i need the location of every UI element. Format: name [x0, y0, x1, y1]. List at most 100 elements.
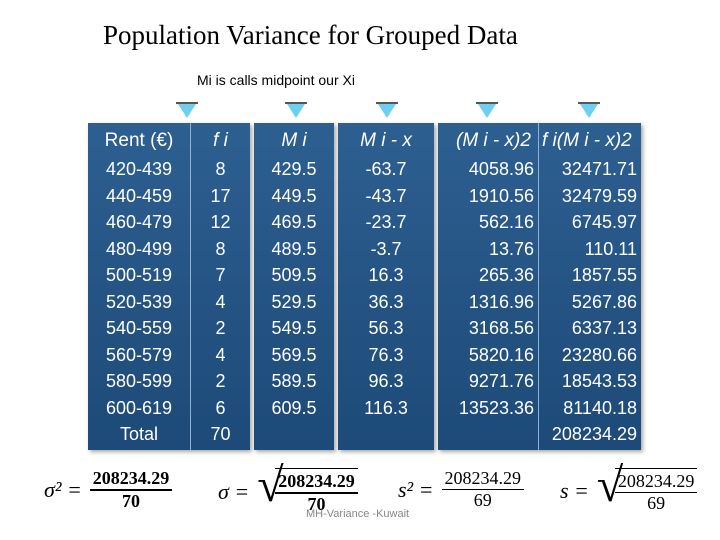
table-cell: 13523.36 — [458, 397, 534, 418]
table-cell: 32479.59 — [561, 185, 637, 206]
sqrt-icon: √ — [257, 459, 284, 512]
formula-lhs: σ² = — [44, 477, 82, 502]
table-panel-left — [88, 123, 250, 450]
table-cell: 2 — [215, 371, 226, 391]
dev-sq-header: (M i - x)2 — [456, 130, 531, 151]
sqrt-icon: √ — [596, 459, 624, 512]
table-cell: 5820.16 — [468, 344, 534, 365]
table-cell: 81140.18 — [563, 397, 637, 418]
table-cell: 420-439 — [105, 159, 173, 179]
table-cell: 5267.86 — [571, 291, 637, 312]
table-cell: 18543.53 — [561, 371, 637, 391]
table-cell: 480-499 — [105, 238, 173, 259]
table-cell: 529.5 — [271, 291, 317, 312]
table-cell: 560-579 — [105, 344, 173, 365]
formula-numerator: 208234.29 — [89, 468, 173, 491]
table-cell: -3.7 — [370, 238, 402, 259]
table-cell: 1910.56 — [468, 185, 534, 206]
table-cell: 6337.13 — [571, 318, 637, 338]
table-panel-dev — [338, 123, 434, 450]
formula-lhs: σ = — [218, 478, 250, 504]
rent-column: Rent (€) 420-439 440-459 460-479 480-499… — [88, 126, 190, 448]
table-cell: 600-619 — [105, 397, 173, 418]
dev-sq-column: (M i - x)2 4058.96 1910.56 562.16 13.76 … — [438, 126, 534, 421]
total-label: Total — [119, 424, 159, 444]
formula-denominator: 70 — [307, 494, 326, 514]
fi-header: f i — [213, 130, 228, 151]
table-cell: 469.5 — [271, 212, 317, 232]
formula-numerator: 208234.29 — [441, 468, 525, 490]
table-cell: 6 — [215, 397, 226, 418]
table-cell: -63.7 — [365, 159, 407, 179]
grid-line — [190, 123, 191, 450]
table-cell: 8 — [215, 238, 226, 259]
table-cell: 540-559 — [105, 318, 173, 338]
population-variance-formula: σ² = 208234.29 70 — [44, 468, 173, 512]
table-cell: 8 — [215, 159, 226, 179]
table-cell: -23.7 — [365, 212, 407, 232]
table-cell: 23280.66 — [561, 344, 637, 365]
table-cell: 440-459 — [105, 185, 173, 206]
table-cell: 4 — [215, 291, 226, 312]
down-arrow-icon — [476, 102, 498, 118]
table-cell: 2 — [215, 318, 226, 338]
table-cell: 520-539 — [105, 291, 173, 312]
table-cell: 4 — [215, 344, 226, 365]
table-cell: 500-519 — [105, 265, 173, 285]
table-cell: 3168.56 — [468, 318, 534, 338]
table-cell: 7 — [215, 265, 226, 285]
table-cell: 460-479 — [105, 212, 173, 232]
formula-lhs: s² = — [398, 476, 434, 502]
table-cell: 562.16 — [478, 212, 534, 232]
table-cell: 449.5 — [271, 185, 317, 206]
table-cell: 116.3 — [364, 397, 408, 418]
population-sd-formula: σ = √ 208234.29 70 — [218, 462, 358, 515]
down-arrow-icon — [376, 102, 398, 118]
table-cell: 589.5 — [271, 371, 317, 391]
table-cell: 6745.97 — [571, 212, 637, 232]
mi-column: M i 429.5 449.5 469.5 489.5 509.5 529.5 … — [254, 126, 334, 421]
formula-denominator: 69 — [473, 490, 492, 510]
table-cell: -43.7 — [365, 185, 407, 206]
down-arrow-icon — [176, 102, 198, 118]
sample-variance-formula: s² = 208234.29 69 — [398, 468, 525, 511]
table-cell: 36.3 — [368, 291, 404, 312]
formula-numerator: 208234.29 — [614, 471, 698, 493]
table-cell: 110.11 — [584, 238, 637, 259]
table-cell: 13.76 — [488, 238, 534, 259]
sample-sd-formula: s = √ 208234.29 69 — [560, 462, 698, 514]
table-cell: 32471.71 — [561, 159, 637, 179]
footer-text: MH-Variance -Kuwait — [306, 508, 410, 520]
total-f-dev-sq: 208234.29 — [551, 424, 637, 444]
table-panel-sq — [438, 123, 641, 450]
f-dev-sq-header: f i(M i - x)2 — [542, 130, 632, 151]
table-cell: 76.3 — [368, 344, 404, 365]
table-cell: 9271.76 — [468, 371, 534, 391]
table-cell: 609.5 — [271, 397, 317, 418]
table-cell: 4058.96 — [468, 159, 534, 179]
table-cell: 1316.96 — [468, 291, 534, 312]
table-cell: 509.5 — [271, 265, 317, 285]
formula-numerator: 208234.29 — [275, 471, 358, 494]
grid-line — [538, 123, 539, 450]
total-fi: 70 — [210, 424, 231, 444]
mi-header: M i — [281, 130, 307, 151]
f-dev-sq-column: f i(M i - x)2 32471.71 32479.59 6745.97 … — [540, 126, 637, 448]
formula-denominator: 70 — [122, 491, 141, 511]
table-cell: 17 — [210, 185, 231, 206]
table-cell: 56.3 — [368, 318, 404, 338]
table-cell: 580-599 — [105, 371, 173, 391]
table-cell: 16.3 — [368, 265, 404, 285]
subtitle: Mi is calls midpoint our Xi — [197, 72, 355, 88]
table-cell: 549.5 — [271, 318, 317, 338]
dev-header: M i - x — [360, 130, 412, 151]
table-cell: 1857.55 — [571, 265, 637, 285]
table-cell: 429.5 — [271, 159, 317, 179]
table-cell: 12 — [210, 212, 231, 232]
formula-lhs: s = — [560, 478, 589, 503]
dev-column: M i - x -63.7 -43.7 -23.7 -3.7 16.3 36.3… — [338, 126, 434, 421]
page-title: Population Variance for Grouped Data — [103, 20, 518, 50]
table-cell: 569.5 — [271, 344, 317, 365]
down-arrow-icon — [578, 102, 600, 118]
table-cell: 489.5 — [271, 238, 317, 259]
